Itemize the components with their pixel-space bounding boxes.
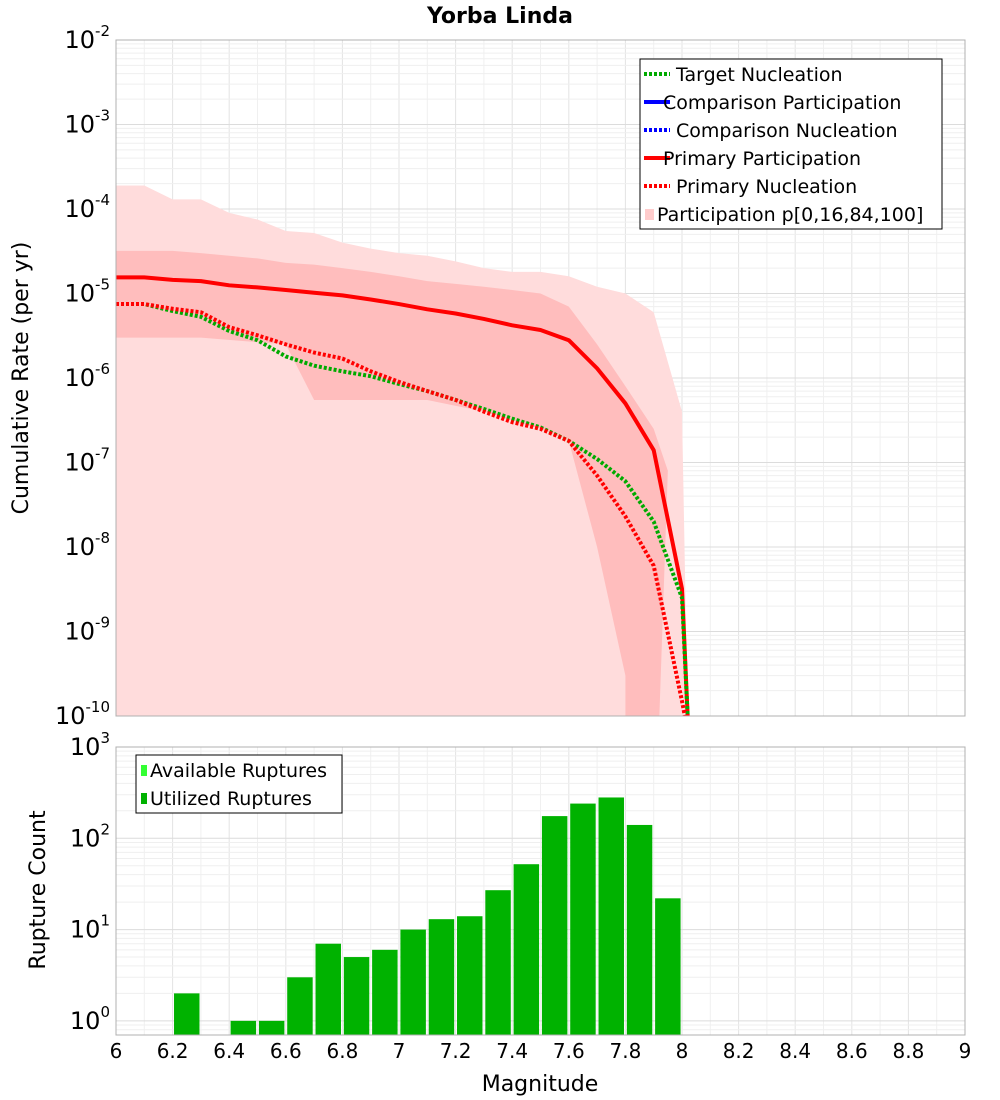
legend-label: Target Nucleation (675, 64, 843, 86)
y-tick-label-top: 10-7 (64, 445, 110, 477)
plot-frame (115, 39, 966, 717)
bar-utilized-ruptures (400, 929, 426, 1035)
y-tick-label-top: 10-9 (64, 614, 110, 646)
y-tick-label-top: 10-5 (64, 276, 110, 308)
x-tick-label: 8.2 (723, 1039, 755, 1063)
chart-title: Yorba Linda (426, 4, 573, 29)
y-tick-label-top: 10-8 (64, 529, 110, 561)
x-tick-label: 8 (676, 1039, 689, 1063)
participation-band-inner (116, 250, 668, 716)
series-line-primary-participation (116, 275, 690, 717)
bar-utilized-ruptures (287, 977, 313, 1035)
bar-utilized-ruptures (598, 797, 624, 1035)
x-tick-label: 6.8 (326, 1039, 358, 1063)
y-axis-label-count: Rupture Count (26, 810, 51, 970)
legend-label: Primary Nucleation (676, 176, 857, 198)
x-tick-label: 7.4 (496, 1039, 528, 1063)
legend-swatch (141, 793, 147, 804)
x-tick-label: 8.8 (892, 1039, 924, 1063)
x-tick-label: 6.6 (270, 1039, 302, 1063)
bar-utilized-ruptures (626, 824, 653, 1035)
legend-box (135, 754, 343, 814)
x-tick-label: 8.4 (779, 1039, 811, 1063)
bar-utilized-ruptures (258, 1020, 285, 1035)
legend-bottom: Available Ruptures Utilized Ruptures (135, 754, 343, 814)
x-axis-label: Magnitude (482, 1072, 599, 1097)
x-tick-label: 8.6 (836, 1039, 868, 1063)
cumulative-rate-plot: 10-2 10-3 10-4 10-5 10-6 10-7 10-8 10-9 10-10 Tar… (55, 22, 966, 730)
legend-label: Participation p[0,16,84,100] (657, 204, 923, 226)
legend-swatch (141, 765, 147, 776)
x-tick-label: 7.8 (609, 1039, 641, 1063)
bar-utilized-ruptures (315, 943, 341, 1035)
bar-utilized-ruptures (428, 919, 455, 1035)
series-line-primary-nucleation (116, 302, 687, 717)
bar-utilized-ruptures (343, 957, 370, 1035)
legend-label: Comparison Participation (663, 92, 901, 114)
y-tick-label-top: 10-4 (64, 191, 110, 223)
x-tick-label: 6.4 (213, 1039, 245, 1063)
bar-utilized-ruptures (513, 864, 540, 1035)
x-tick-label: 6 (110, 1039, 123, 1063)
bar-utilized-ruptures (570, 803, 596, 1035)
legend-box (639, 58, 943, 230)
bar-utilized-ruptures (372, 949, 398, 1035)
y-tick-label-bottom: 101 (70, 912, 110, 944)
x-tick-label: 7 (393, 1039, 406, 1063)
bar-utilized-ruptures (655, 898, 681, 1035)
x-tick-label: 6.2 (157, 1039, 189, 1063)
x-tick-label: 7.6 (553, 1039, 585, 1063)
legend-label: Utilized Ruptures (150, 788, 312, 810)
legend-top: Target Nucleation Comparison Participatio… (639, 58, 943, 230)
legend-swatch (645, 209, 654, 220)
plot-frame (115, 746, 966, 1036)
bar-utilized-ruptures (174, 993, 200, 1035)
y-tick-label-top: 10-2 (64, 22, 110, 54)
y-tick-label-bottom: 100 (70, 1003, 110, 1035)
bar-utilized-ruptures (485, 890, 511, 1035)
y-axis-label-rate: Cumulative Rate (per yr) (9, 242, 34, 515)
x-tick-label: 7.2 (440, 1039, 472, 1063)
y-tick-label-bottom: 103 (70, 729, 110, 761)
y-tick-label-bottom: 102 (70, 820, 110, 852)
legend-label: Available Ruptures (150, 760, 327, 782)
x-tick-label: 9 (959, 1039, 972, 1063)
y-tick-label-top: 10-3 (64, 107, 110, 139)
legend-label: Comparison Nucleation (676, 120, 898, 142)
bar-utilized-ruptures (457, 916, 483, 1035)
y-tick-label-top: 10-6 (64, 360, 110, 392)
bar-utilized-ruptures (230, 1020, 257, 1035)
y-tick-label-top: 10-10 (55, 698, 110, 730)
legend-label: Primary Participation (663, 148, 861, 170)
bar-utilized-ruptures (541, 816, 568, 1035)
